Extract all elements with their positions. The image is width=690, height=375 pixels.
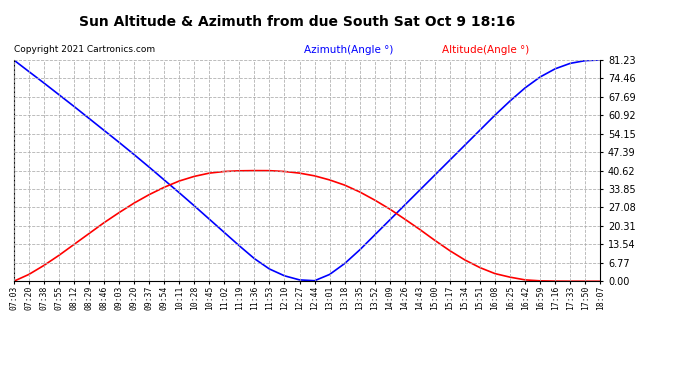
Text: Altitude(Angle °): Altitude(Angle °) (442, 45, 529, 55)
Text: Azimuth(Angle °): Azimuth(Angle °) (304, 45, 393, 55)
Text: Sun Altitude & Azimuth from due South Sat Oct 9 18:16: Sun Altitude & Azimuth from due South Sa… (79, 15, 515, 29)
Text: Copyright 2021 Cartronics.com: Copyright 2021 Cartronics.com (14, 45, 155, 54)
